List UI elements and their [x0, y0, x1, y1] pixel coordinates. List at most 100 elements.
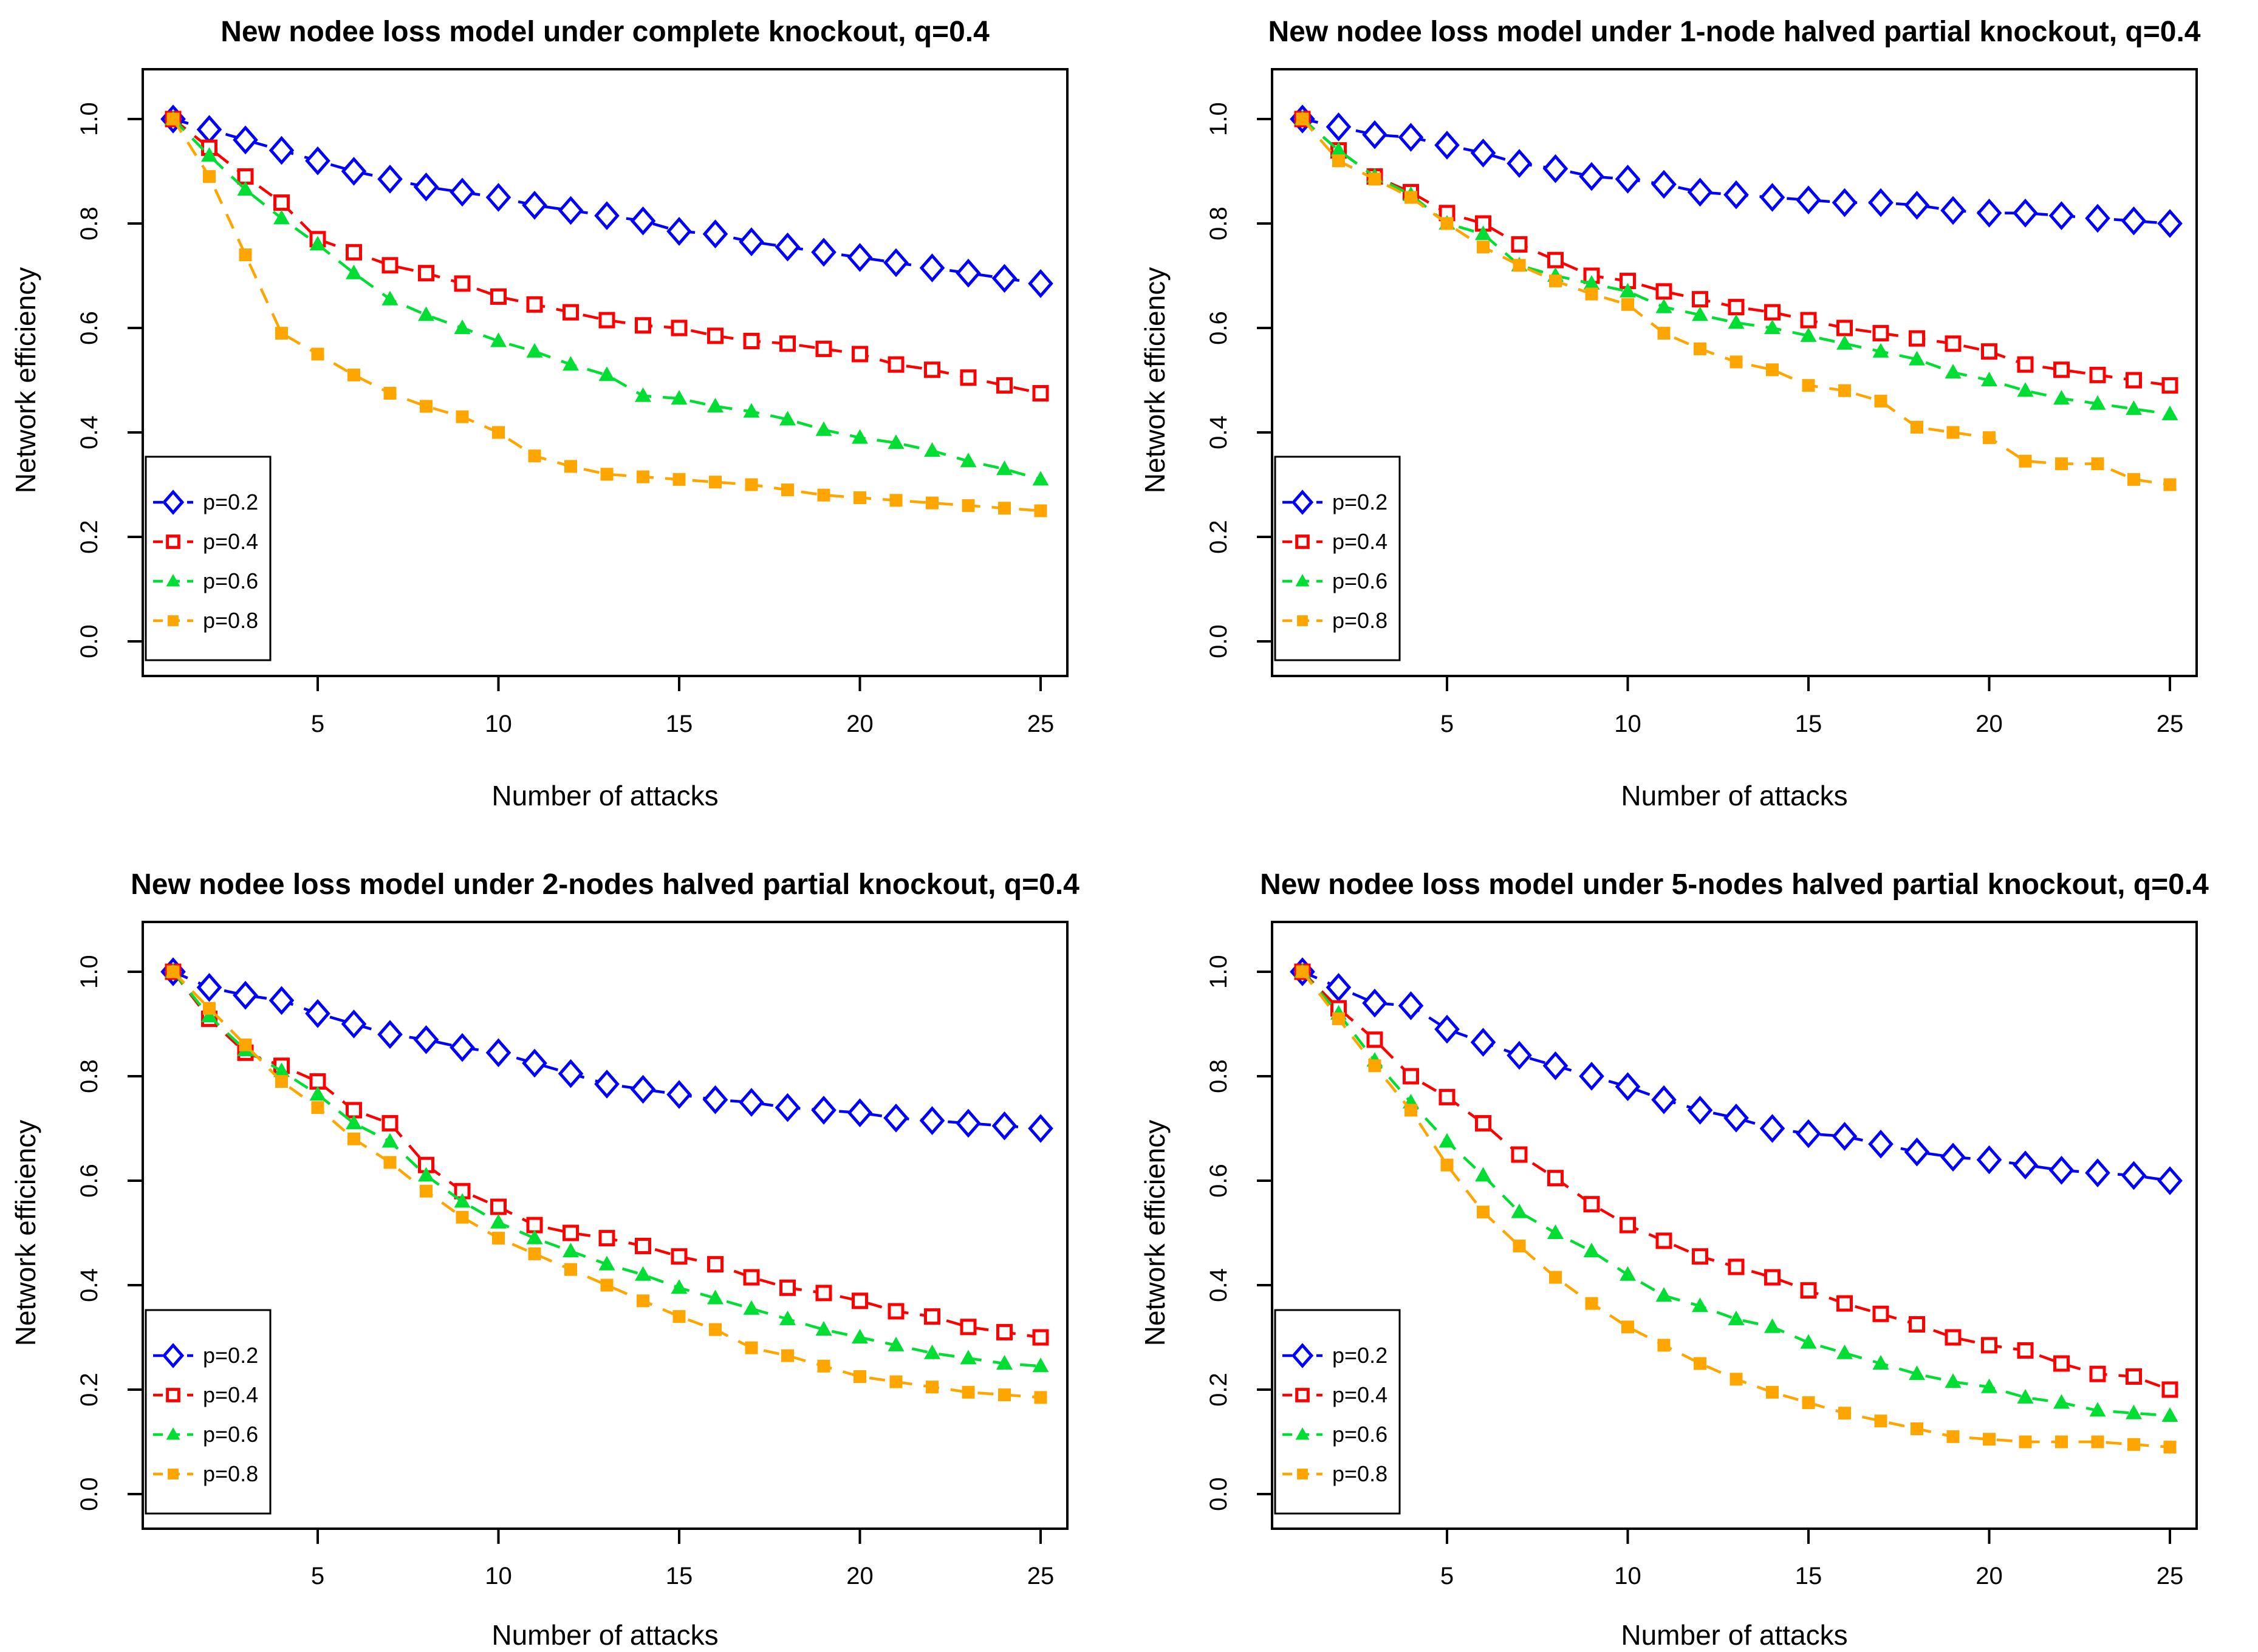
y-tick-label: 0.0 [76, 1477, 103, 1511]
triangle-marker [1800, 1334, 1817, 1349]
x-tick-label: 10 [485, 711, 512, 737]
series-p08 [166, 965, 1047, 1404]
diamond-marker [1579, 162, 1604, 191]
diamond-marker [1542, 154, 1569, 183]
square-filled-marker [1766, 363, 1779, 377]
diamond-marker [811, 237, 836, 267]
square-open-marker [671, 319, 688, 336]
square-filled-marker [2091, 1435, 2104, 1449]
square-filled-marker [637, 1294, 649, 1308]
square-filled-marker [962, 1385, 975, 1399]
square-filled-marker [239, 1038, 252, 1051]
square-open-marker [996, 1323, 1013, 1340]
triangle-marker [815, 421, 832, 436]
x-tick-label: 10 [1614, 1563, 1641, 1589]
square-filled-marker [2163, 1441, 2177, 1454]
square-filled-marker [2055, 1435, 2068, 1449]
triangle-marker [1583, 275, 1600, 290]
square-open-marker [1764, 1269, 1781, 1286]
square-open-marker [1800, 1282, 1817, 1299]
diamond-marker [1759, 1114, 1785, 1143]
square-open-marker [1692, 1248, 1708, 1265]
plot-box [142, 921, 1069, 1530]
x-tick-label: 15 [1795, 1563, 1822, 1589]
diamond-marker [666, 1080, 692, 1109]
diamond-marker [2013, 199, 2038, 228]
square-filled-marker [1368, 1059, 1381, 1073]
square-open-marker [454, 275, 471, 292]
panel-background [0, 0, 1129, 826]
triangle-marker [2161, 1407, 2178, 1422]
square-open-marker [924, 1308, 940, 1325]
square-filled-marker [854, 491, 866, 504]
diamond-marker [1615, 165, 1641, 194]
square-open-marker [779, 1279, 796, 1296]
triangle-marker [743, 403, 760, 418]
diamond-marker [2121, 1161, 2147, 1190]
y-tick-label: 0.6 [76, 1164, 103, 1198]
y-tick-label: 0.4 [1205, 1268, 1232, 1302]
square-filled-marker [889, 494, 903, 507]
square-filled-marker [637, 470, 649, 483]
diamond-marker [1362, 120, 1387, 149]
square-filled-marker [564, 460, 577, 473]
square-open-marker [1620, 1217, 1636, 1234]
square-filled-marker [383, 1156, 397, 1169]
square-filled-marker [1657, 1339, 1671, 1352]
square-filled-marker [998, 1388, 1011, 1402]
square-filled-marker [672, 1310, 686, 1323]
y-axis-label: Network efficiency [1139, 267, 1171, 493]
square-open-marker [490, 288, 507, 305]
y-tick-label: 0.0 [1205, 1477, 1232, 1511]
y-tick-label: 0.2 [76, 1373, 103, 1407]
square-filled-marker [168, 1469, 179, 1480]
square-filled-marker [1983, 1433, 1996, 1446]
square-open-marker [815, 340, 832, 357]
triangle-marker [1764, 319, 1781, 334]
triangle-marker [2126, 400, 2142, 415]
diamond-marker [883, 248, 909, 278]
series-p02 [1290, 957, 2183, 1195]
triangle-marker [309, 236, 326, 251]
legend-label: p=0.8 [203, 608, 258, 633]
square-filled-marker [1477, 241, 1490, 254]
square-open-marker [381, 1114, 399, 1131]
diamond-marker [269, 135, 295, 165]
square-filled-marker [709, 1323, 722, 1336]
square-filled-marker [1332, 1012, 1345, 1025]
square-open-marker [1295, 1388, 1310, 1402]
y-tick-label: 0.2 [76, 520, 103, 554]
x-tick-label: 25 [1027, 711, 1055, 737]
x-tick-label: 5 [1440, 1563, 1454, 1589]
square-filled-marker [492, 1232, 505, 1245]
triangle-marker [166, 574, 180, 587]
diamond-marker [1028, 1114, 1053, 1143]
diamond-marker [739, 1088, 764, 1117]
square-filled-marker [275, 1075, 288, 1088]
panel-1-node-halved: New nodee loss model under 1-node halved… [1129, 0, 2258, 826]
diamond-marker [666, 217, 692, 246]
square-open-marker [996, 377, 1013, 394]
square-filled-marker [926, 1381, 939, 1394]
square-open-marker [563, 304, 579, 321]
y-tick-label: 0.6 [1205, 1164, 1232, 1198]
triangle-marker [2126, 1404, 2142, 1419]
square-filled-marker [347, 368, 360, 381]
diamond-marker [1398, 123, 1424, 152]
legend-label: p=0.2 [203, 1343, 258, 1368]
square-open-marker [418, 265, 434, 282]
diamond-marker [2048, 201, 2075, 230]
diamond-marker [1832, 188, 1858, 217]
y-tick-label: 1.0 [1205, 955, 1232, 989]
triangle-marker [166, 1427, 180, 1440]
square-open-marker [1764, 304, 1781, 321]
diamond-marker [1904, 1137, 1930, 1167]
diamond-marker [2048, 1156, 2075, 1185]
legend-label: p=0.4 [203, 529, 258, 554]
legend-label: p=0.6 [203, 1422, 258, 1447]
series-p06 [165, 111, 1049, 486]
diamond-marker [485, 183, 511, 212]
y-tick-label: 1.0 [76, 955, 103, 989]
diamond-marker [1615, 1072, 1641, 1101]
x-tick-label: 5 [1440, 711, 1454, 737]
